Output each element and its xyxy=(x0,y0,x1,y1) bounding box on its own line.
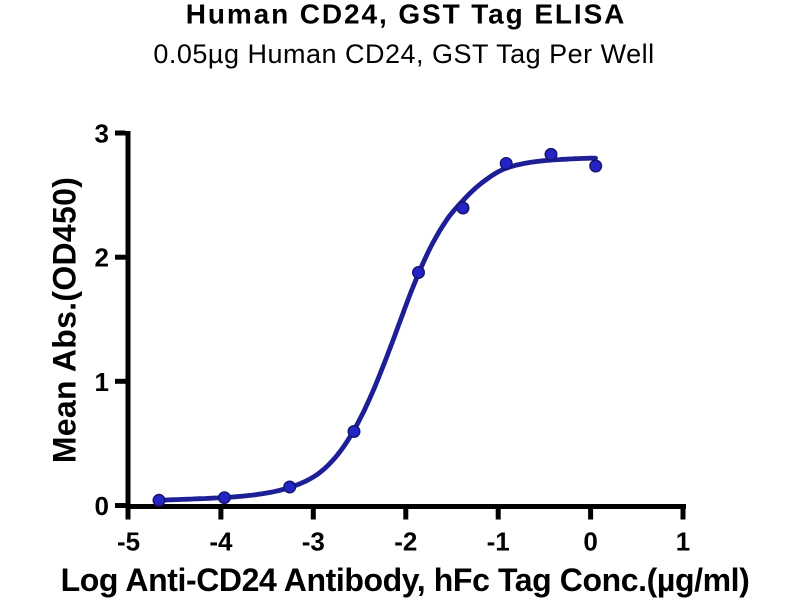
svg-text:-4: -4 xyxy=(209,527,233,557)
svg-text:2: 2 xyxy=(95,243,109,273)
svg-text:1: 1 xyxy=(95,367,109,397)
svg-text:0.05µg Human CD24, GST Tag Per: 0.05µg Human CD24, GST Tag Per Well xyxy=(153,39,654,69)
svg-text:Human CD24, GST Tag ELISA: Human CD24, GST Tag ELISA xyxy=(186,0,627,29)
svg-text:-1: -1 xyxy=(487,527,510,557)
svg-text:-5: -5 xyxy=(117,527,140,557)
svg-text:0: 0 xyxy=(95,491,109,521)
svg-text:-3: -3 xyxy=(302,527,325,557)
svg-text:Mean Abs.(OD450): Mean Abs.(OD450) xyxy=(46,177,82,463)
svg-text:1: 1 xyxy=(676,527,690,557)
svg-text:3: 3 xyxy=(95,119,109,149)
svg-text:Log Anti-CD24 Antibody, hFc Ta: Log Anti-CD24 Antibody, hFc Tag Conc.(µg… xyxy=(61,562,750,598)
svg-text:0: 0 xyxy=(583,527,597,557)
svg-text:-2: -2 xyxy=(394,527,417,557)
